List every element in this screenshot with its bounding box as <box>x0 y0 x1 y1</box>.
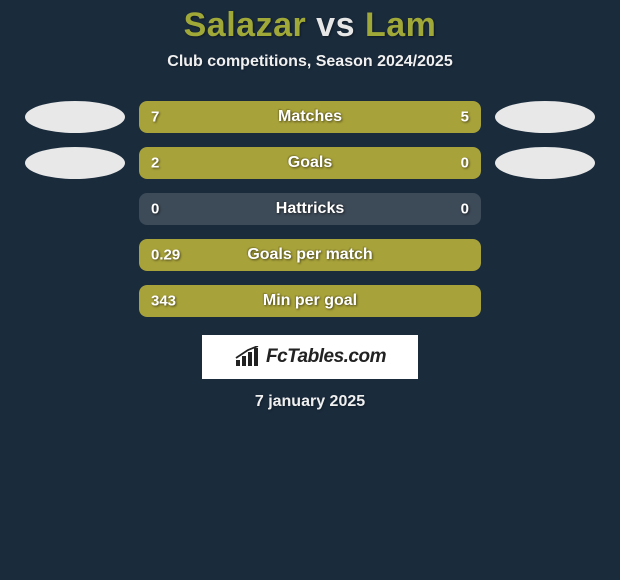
left-value: 7 <box>151 109 159 126</box>
bar-track: 0.29 Goals per match <box>139 239 481 271</box>
stat-row: 0.29 Goals per match <box>0 239 620 271</box>
logo-box: FcTables.com <box>202 335 418 379</box>
right-badge <box>495 147 595 179</box>
player2-name: Lam <box>365 6 436 44</box>
right-value: 5 <box>461 109 469 126</box>
bar-right-fill <box>339 101 482 133</box>
left-badge <box>25 147 125 179</box>
right-value: 0 <box>461 155 469 172</box>
stat-row: 2 0 Goals <box>0 147 620 179</box>
bar-track: 2 0 Goals <box>139 147 481 179</box>
left-badge <box>25 101 125 133</box>
left-value: 343 <box>151 293 176 310</box>
stat-label: Hattricks <box>276 200 344 218</box>
stat-label: Matches <box>278 108 342 126</box>
bar-track: 343 Min per goal <box>139 285 481 317</box>
left-value: 0.29 <box>151 247 180 264</box>
stats-container: 7 5 Matches 2 0 Goals 0 0 Hattricks 0.29 Goals per… <box>0 101 620 317</box>
subtitle: Club competitions, Season 2024/2025 <box>0 53 620 71</box>
stat-row: 343 Min per goal <box>0 285 620 317</box>
left-value: 2 <box>151 155 159 172</box>
bar-track: 7 5 Matches <box>139 101 481 133</box>
stat-label: Goals <box>288 154 332 172</box>
right-value: 0 <box>461 201 469 218</box>
stat-label: Goals per match <box>247 246 372 264</box>
player1-name: Salazar <box>184 6 307 44</box>
stat-row: 0 0 Hattricks <box>0 193 620 225</box>
chart-icon <box>234 346 260 368</box>
stat-row: 7 5 Matches <box>0 101 620 133</box>
comparison-title: Salazar vs Lam <box>0 6 620 45</box>
right-badge <box>495 101 595 133</box>
bar-track: 0 0 Hattricks <box>139 193 481 225</box>
vs-text: vs <box>316 6 355 44</box>
stat-label: Min per goal <box>263 292 357 310</box>
logo-text: FcTables.com <box>266 346 386 368</box>
date-text: 7 january 2025 <box>0 393 620 411</box>
left-value: 0 <box>151 201 159 218</box>
